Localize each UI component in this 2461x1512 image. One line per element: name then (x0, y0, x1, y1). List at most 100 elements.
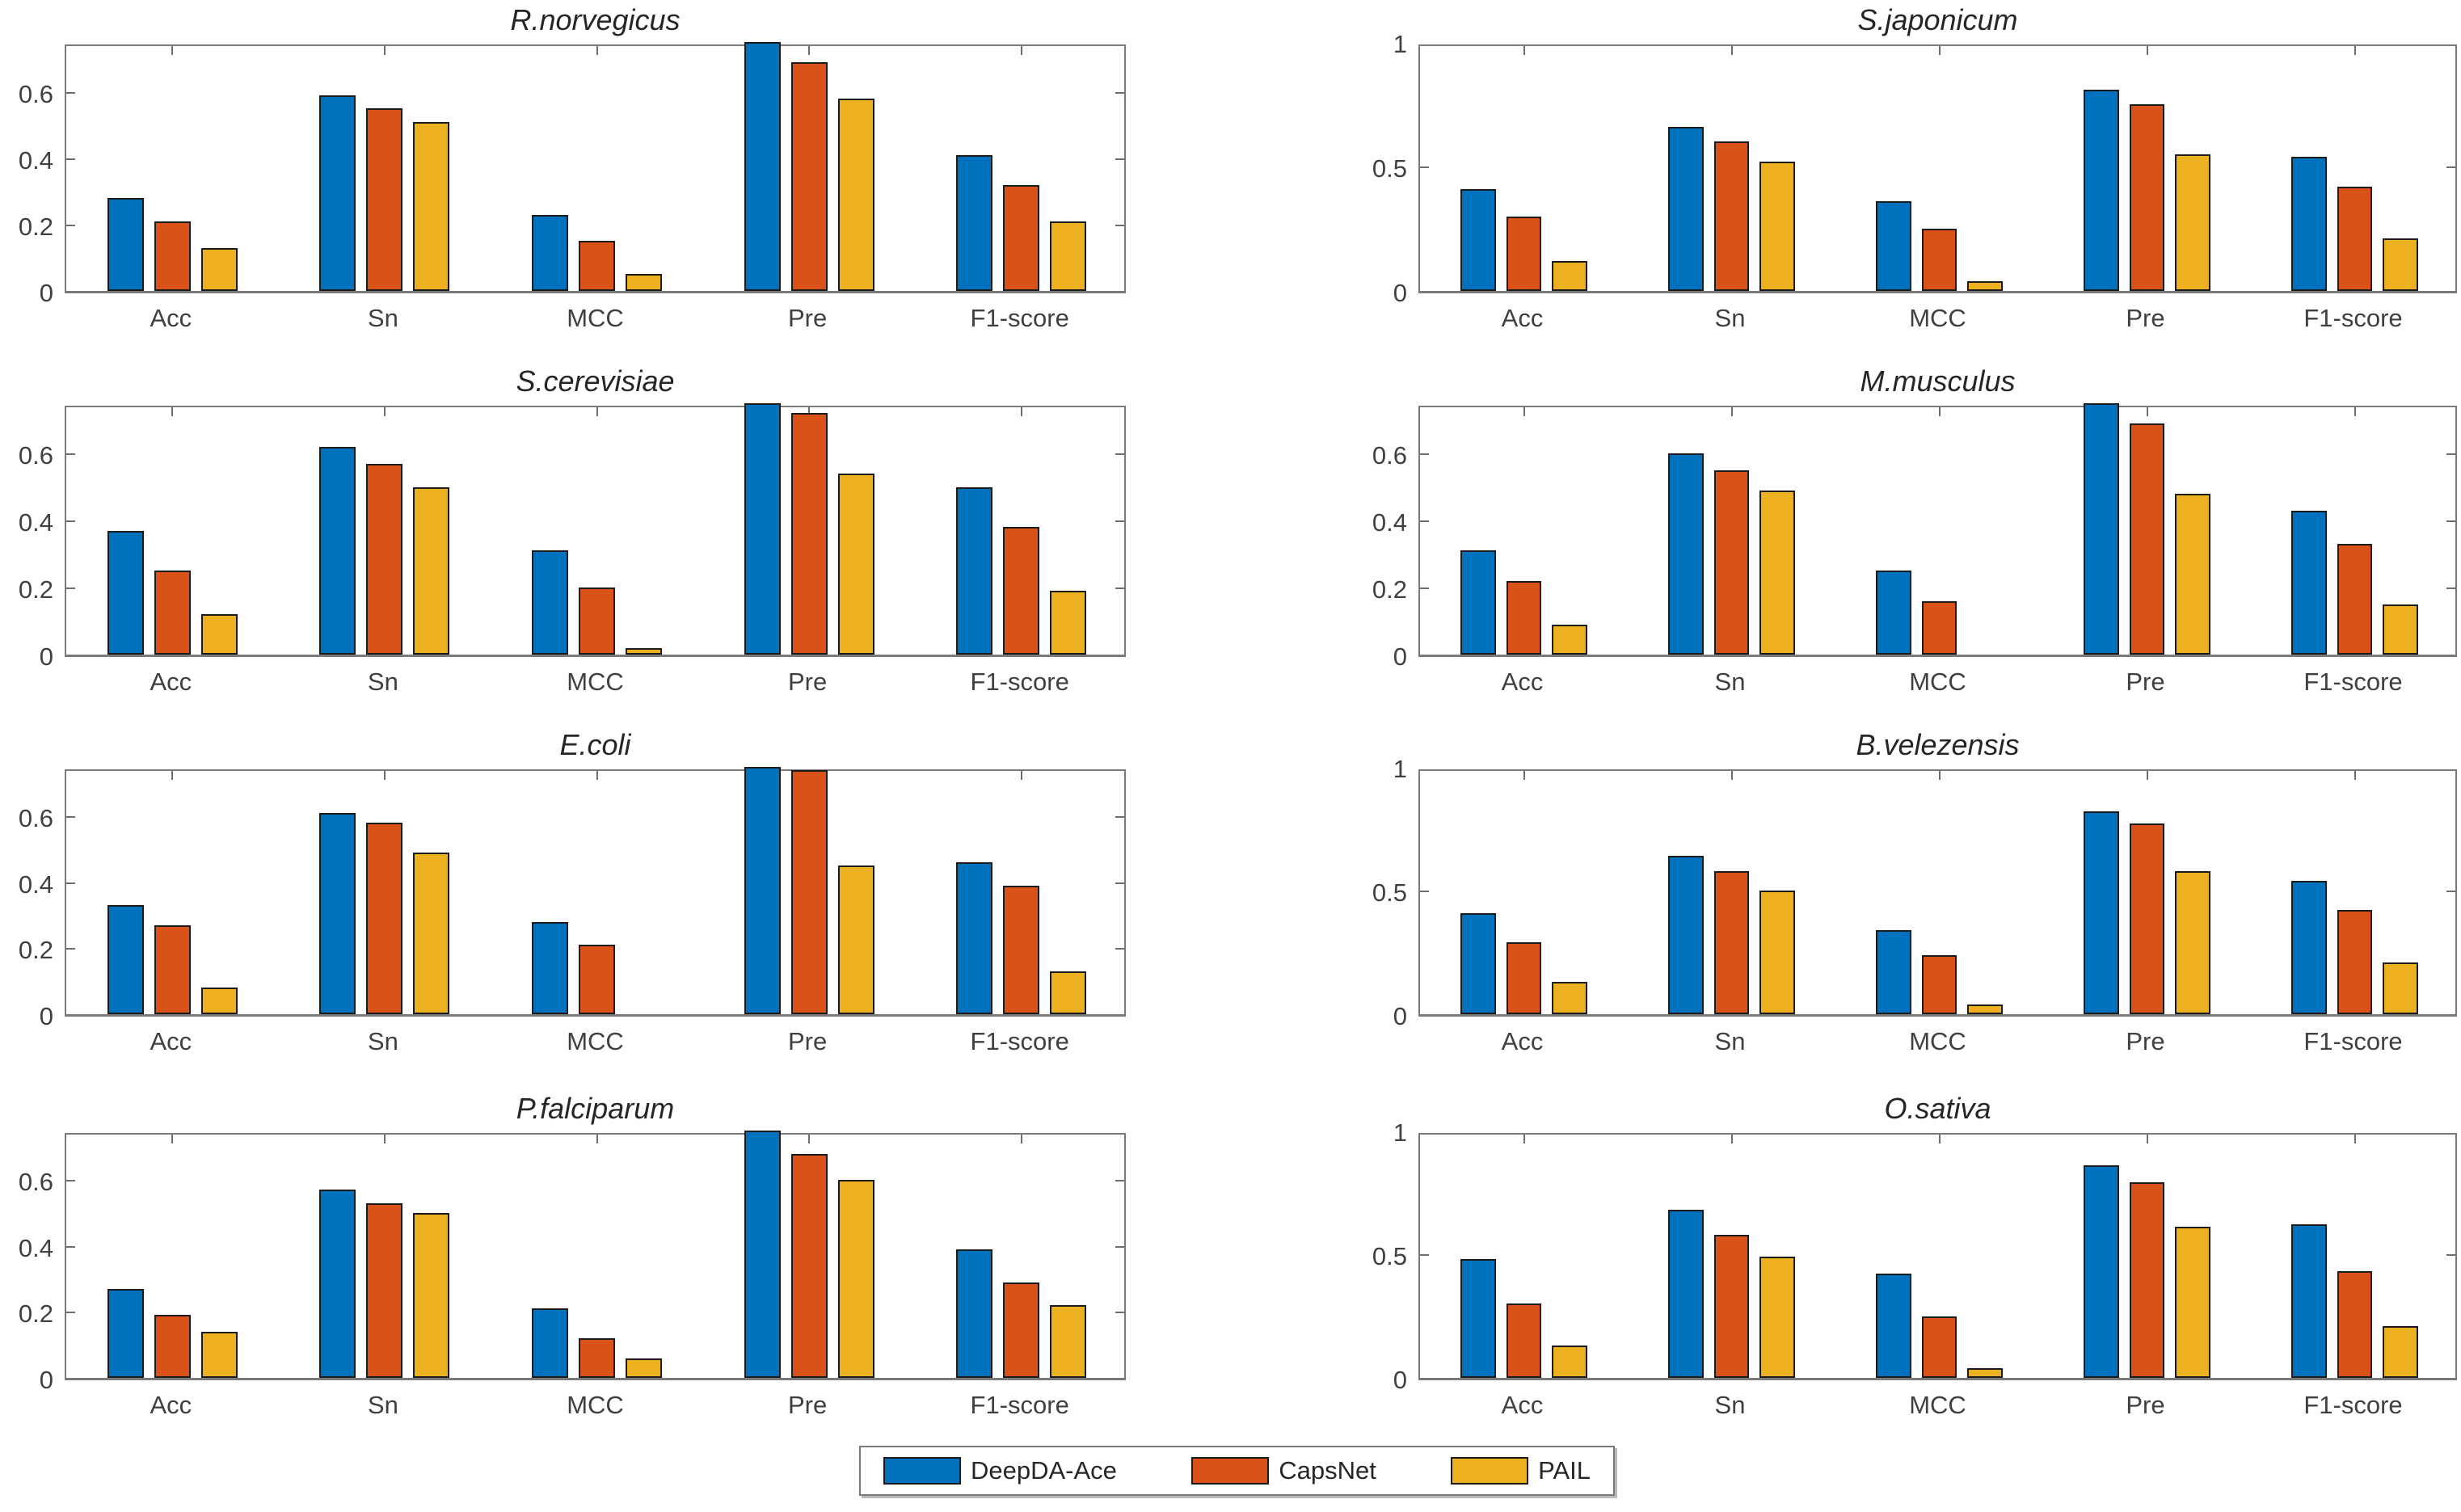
x-axis-tick-mirror (383, 407, 386, 416)
bar-deepda-ace-mcc-p-falciparum (532, 1308, 568, 1378)
y-tick-label-s-cerevisiae: 0 (39, 642, 53, 671)
bar-capsnet-mcc-o-sativa (1921, 1316, 1957, 1378)
y-tick-label-o-sativa: 0.5 (1372, 1242, 1407, 1270)
y-axis-tick-mirror (1115, 1180, 1124, 1182)
bar-deepda-ace-f1-score-s-japonicum (2290, 156, 2327, 291)
x-tick-label-acc-s-cerevisiae: Acc (150, 668, 192, 696)
bar-capsnet-sn-r-norvegicus (366, 108, 403, 291)
bar-deepda-ace-sn-s-japonicum (1667, 126, 1704, 291)
x-tick-label-mcc-o-sativa: MCC (1909, 1391, 1966, 1419)
y-axis-tick-mirror (2446, 1254, 2455, 1256)
y-tick-label-e-coli: 0.4 (18, 870, 53, 899)
bar-pail-sn-b-velezensis (1759, 891, 1796, 1014)
bar-deepda-ace-mcc-s-japonicum (1875, 201, 1911, 291)
bar-capsnet-acc-s-cerevisiae (154, 571, 191, 655)
x-axis-tick-mirror (1523, 407, 1525, 416)
bar-deepda-ace-f1-score-r-norvegicus (956, 154, 993, 291)
legend-label-pail: PAIL (1538, 1456, 1591, 1485)
x-axis-tick-mirror (1020, 407, 1022, 416)
x-tick-label-sn-o-sativa: Sn (1714, 1391, 1746, 1419)
x-tick-label-acc-r-norvegicus: Acc (150, 304, 192, 332)
bar-pail-mcc-o-sativa (1967, 1367, 2004, 1378)
bar-pail-f1-score-s-cerevisiae (1050, 591, 1087, 655)
bar-capsnet-pre-s-cerevisiae (790, 413, 828, 655)
bar-pail-pre-s-cerevisiae (837, 474, 874, 655)
y-axis-tick-mirror (1115, 882, 1124, 884)
y-tick-label-b-velezensis: 0.5 (1372, 878, 1407, 907)
bar-deepda-ace-acc-s-cerevisiae (107, 530, 144, 655)
x-tick-label-pre-o-sativa: Pre (2126, 1391, 2165, 1419)
y-axis-tick (1420, 588, 1429, 590)
y-axis-tick (66, 1245, 75, 1248)
legend-swatch-pail (1451, 1457, 1529, 1485)
y-tick-label-r-norvegicus: 0 (39, 279, 53, 307)
bar-capsnet-mcc-s-cerevisiae (579, 588, 615, 655)
y-axis-tick (1420, 166, 1429, 168)
y-axis-tick-mirror (2446, 520, 2455, 523)
bar-capsnet-pre-o-sativa (2129, 1182, 2165, 1378)
x-axis-tick-mirror (808, 1135, 811, 1143)
bar-deepda-ace-acc-o-sativa (1460, 1259, 1496, 1378)
y-tick-label-s-cerevisiae: 0.2 (18, 575, 53, 604)
bar-deepda-ace-mcc-m-musculus (1875, 571, 1911, 655)
x-axis-tick-mirror (171, 771, 174, 780)
bar-deepda-ace-sn-b-velezensis (1667, 856, 1704, 1014)
y-axis-tick-mirror (2446, 588, 2455, 590)
bar-pail-acc-m-musculus (1552, 624, 1588, 655)
x-axis-tick-mirror (2146, 771, 2148, 780)
y-axis-tick-mirror (1115, 948, 1124, 950)
x-tick-label-pre-m-musculus: Pre (2126, 668, 2165, 696)
plot-title-m-musculus: M.musculus (1860, 364, 2016, 398)
x-tick-label-pre-r-norvegicus: Pre (787, 304, 828, 332)
bar-pail-f1-score-r-norvegicus (1050, 221, 1087, 291)
plot-area-o-sativa (1418, 1133, 2457, 1380)
y-tick-label-b-velezensis: 1 (1393, 755, 1407, 783)
bar-capsnet-sn-o-sativa (1713, 1234, 1750, 1378)
x-axis-tick-mirror (1938, 771, 1941, 780)
plot-area-p-falciparum (65, 1131, 1126, 1380)
y-tick-label-s-japonicum: 0.5 (1372, 154, 1407, 183)
bar-capsnet-acc-r-norvegicus (154, 221, 191, 291)
x-tick-label-acc-o-sativa: Acc (1501, 1391, 1544, 1419)
x-axis-tick-mirror (596, 46, 598, 55)
bar-capsnet-f1-score-e-coli (1003, 885, 1040, 1014)
x-axis-tick-mirror (2146, 46, 2148, 55)
y-axis-tick-mirror (1115, 1312, 1124, 1314)
plot-title-e-coli: E.coli (559, 728, 631, 761)
bar-pail-f1-score-e-coli (1050, 971, 1087, 1014)
bar-pail-pre-e-coli (837, 866, 874, 1014)
bar-capsnet-sn-s-japonicum (1713, 141, 1750, 291)
x-tick-label-f1-score-s-cerevisiae: F1-score (970, 668, 1069, 696)
x-axis-tick-mirror (1938, 407, 1941, 416)
y-axis-tick-mirror (1115, 816, 1124, 819)
bar-capsnet-f1-score-m-musculus (2337, 544, 2373, 655)
bar-capsnet-pre-p-falciparum (790, 1153, 828, 1378)
bar-deepda-ace-pre-e-coli (744, 767, 781, 1014)
x-axis-tick-mirror (171, 46, 174, 55)
x-tick-label-f1-score-r-norvegicus: F1-score (970, 304, 1069, 332)
y-tick-label-m-musculus: 0 (1393, 642, 1407, 671)
bar-deepda-ace-sn-m-musculus (1667, 453, 1704, 655)
x-axis-tick-mirror (1730, 46, 1733, 55)
plot-title-s-japonicum: S.japonicum (1857, 3, 2018, 36)
x-tick-label-acc-s-japonicum: Acc (1501, 304, 1544, 332)
x-tick-label-acc-b-velezensis: Acc (1501, 1027, 1544, 1055)
bar-pail-sn-s-cerevisiae (413, 486, 450, 655)
x-axis-tick-mirror (1020, 771, 1022, 780)
bar-deepda-ace-mcc-e-coli (532, 921, 568, 1014)
y-tick-label-r-norvegicus: 0.6 (18, 79, 53, 108)
bar-pail-pre-b-velezensis (2175, 870, 2211, 1014)
x-axis-tick-mirror (1730, 771, 1733, 780)
bar-deepda-ace-acc-s-japonicum (1460, 188, 1496, 291)
x-tick-label-acc-m-musculus: Acc (1501, 668, 1544, 696)
y-axis-tick (66, 588, 75, 590)
x-tick-label-f1-score-o-sativa: F1-score (2303, 1391, 2403, 1419)
y-tick-label-e-coli: 0.2 (18, 936, 53, 965)
x-axis-tick-mirror (2354, 46, 2356, 55)
bar-capsnet-acc-p-falciparum (154, 1315, 191, 1378)
y-tick-label-o-sativa: 1 (1393, 1118, 1407, 1147)
bar-pail-sn-m-musculus (1759, 490, 1796, 655)
legend-entry-capsnet: CapsNet (1191, 1456, 1376, 1485)
x-axis-tick-mirror (808, 407, 811, 416)
